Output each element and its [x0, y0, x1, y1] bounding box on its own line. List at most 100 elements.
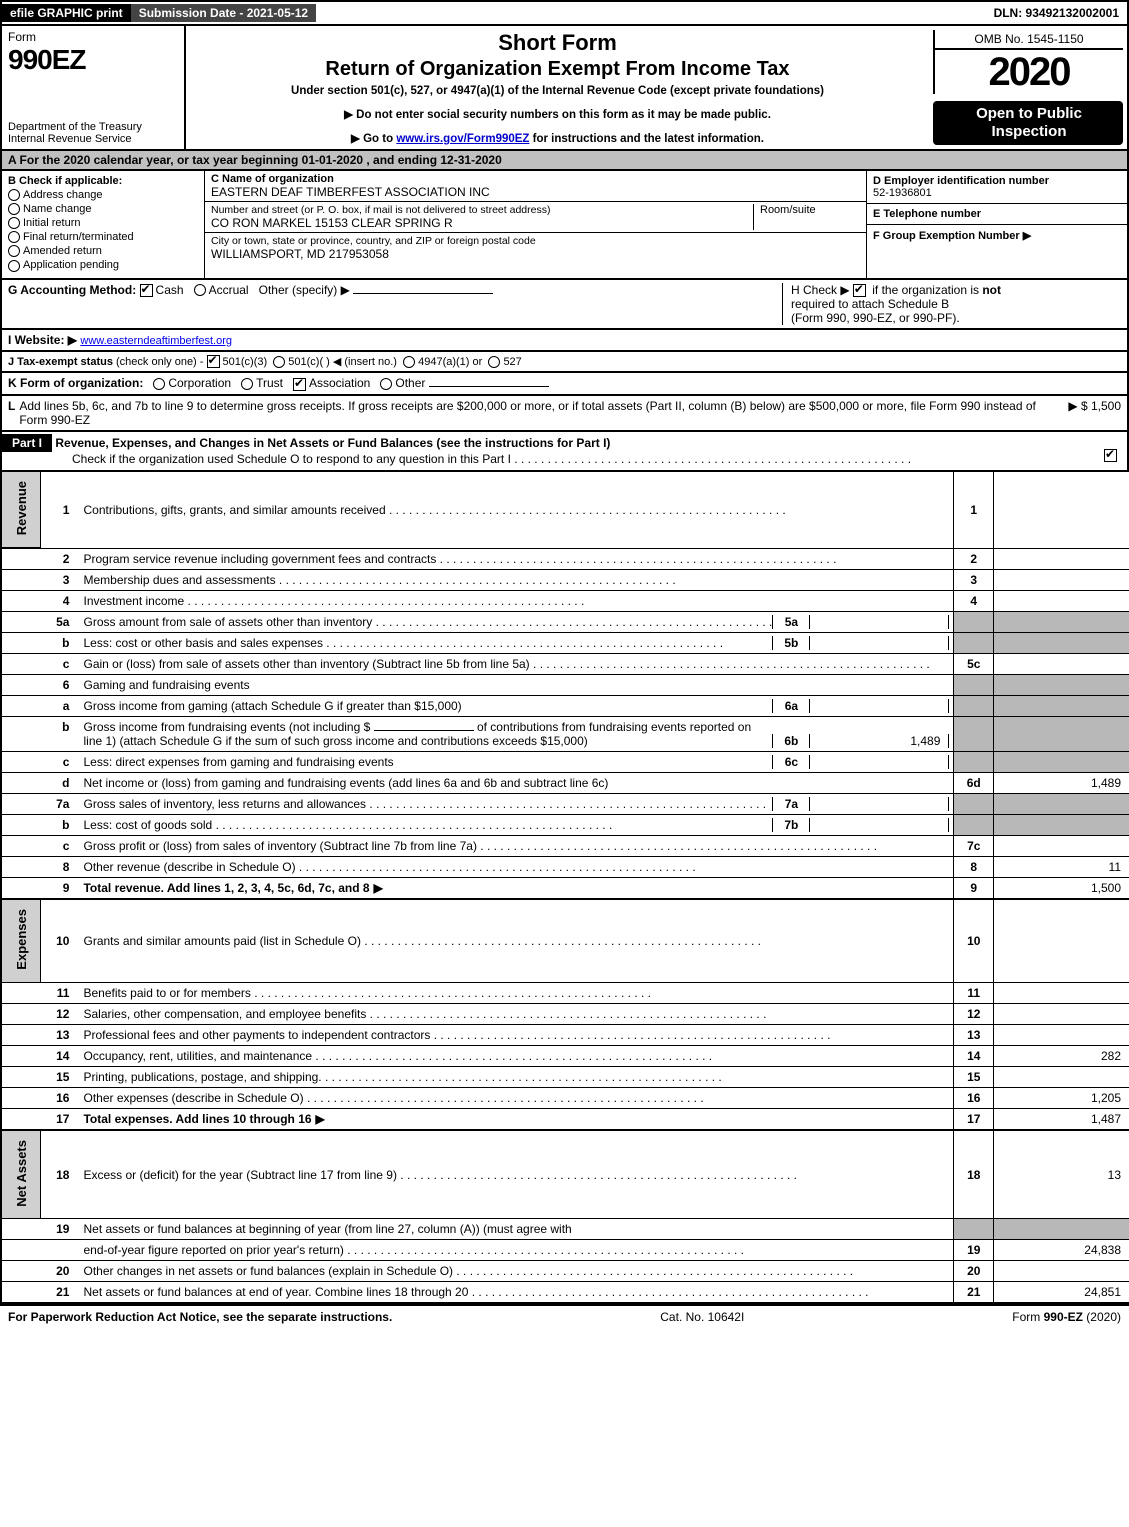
dept-irs: Internal Revenue Service	[8, 133, 178, 145]
d-ein-cell: D Employer identification number 52-1936…	[867, 171, 1127, 204]
row-19b: end-of-year figure reported on prior yea…	[2, 1240, 1129, 1261]
val-21: 24,851	[994, 1282, 1129, 1304]
part1-checknote: Check if the organization used Schedule …	[2, 452, 511, 466]
row-6: 6 Gaming and fundraising events	[2, 675, 1129, 696]
cb-501c3[interactable]	[207, 355, 220, 368]
cb-other[interactable]	[380, 378, 392, 390]
cb-527[interactable]	[488, 356, 500, 368]
row-6c: c Less: direct expenses from gaming and …	[2, 752, 1129, 773]
cb-application-pending[interactable]: Application pending	[8, 259, 198, 271]
org-street: CO RON MARKEL 15153 CLEAR SPRING R	[211, 216, 747, 230]
part1-title: Revenue, Expenses, and Changes in Net As…	[55, 436, 610, 450]
footer-left: For Paperwork Reduction Act Notice, see …	[8, 1310, 392, 1324]
website-link[interactable]: www.easterndeaftimberfest.org	[80, 335, 232, 347]
row-6a: a Gross income from gaming (attach Sched…	[2, 696, 1129, 717]
cb-h[interactable]	[853, 284, 866, 297]
netassets-side-label: Net Assets	[14, 1134, 29, 1213]
row-20: 20 Other changes in net assets or fund b…	[2, 1261, 1129, 1282]
form-label: Form	[8, 30, 178, 44]
f-group-label: F Group Exemption Number ▶	[873, 229, 1121, 242]
row-6b: b Gross income from fundraising events (…	[2, 717, 1129, 752]
form-header: Form 990EZ Department of the Treasury In…	[0, 26, 1129, 151]
row-14: 14 Occupancy, rent, utilities, and maint…	[2, 1046, 1129, 1067]
row-6d: d Net income or (loss) from gaming and f…	[2, 773, 1129, 794]
row-17: 17 Total expenses. Add lines 10 through …	[2, 1109, 1129, 1131]
e-phone-label: E Telephone number	[873, 208, 1121, 220]
efile-label: efile GRAPHIC print	[2, 4, 131, 22]
cb-final-return[interactable]: Final return/terminated	[8, 231, 198, 243]
block-bcdef: B Check if applicable: Address change Na…	[0, 171, 1129, 280]
c-street-label: Number and street (or P. O. box, if mail…	[211, 204, 747, 216]
j-label: J Tax-exempt status	[8, 356, 113, 368]
l-label: L	[8, 399, 15, 427]
h-not: not	[982, 283, 1001, 297]
row-12: 12 Salaries, other compensation, and emp…	[2, 1004, 1129, 1025]
c-street-cell: Number and street (or P. O. box, if mail…	[205, 202, 866, 233]
row-7c: c Gross profit or (loss) from sales of i…	[2, 836, 1129, 857]
row-k-formorg: K Form of organization: Corporation Trus…	[0, 373, 1129, 395]
val-1	[994, 472, 1129, 549]
val-6d: 1,489	[994, 773, 1129, 794]
link-pre: ▶ Go to	[351, 133, 396, 145]
row-1: Revenue 1 Contributions, gifts, grants, …	[2, 472, 1129, 549]
h-schedule-b: H Check ▶ if the organization is not req…	[782, 283, 1121, 325]
cb-corp[interactable]	[153, 378, 165, 390]
d-ein-label: D Employer identification number	[873, 175, 1121, 187]
ein-value: 52-1936801	[873, 187, 1121, 199]
row-19a: 19 Net assets or fund balances at beginn…	[2, 1219, 1129, 1240]
part1-header-row: Part I Revenue, Expenses, and Changes in…	[0, 432, 1129, 472]
i-label: I Website: ▶	[8, 333, 77, 347]
cb-name-change[interactable]: Name change	[8, 203, 198, 215]
omb-number: OMB No. 1545-1150	[933, 30, 1123, 50]
header-right: OMB No. 1545-1150 2020 Open to Public In…	[929, 26, 1127, 149]
col-c: C Name of organization EASTERN DEAF TIMB…	[205, 171, 866, 278]
val-8: 11	[994, 857, 1129, 878]
footer-center: Cat. No. 10642I	[392, 1310, 1012, 1324]
part1-label: Part I	[2, 434, 52, 452]
e-phone-cell: E Telephone number	[867, 204, 1127, 225]
cb-accrual[interactable]	[194, 284, 206, 296]
row-j-taxexempt: J Tax-exempt status (check only one) - 5…	[0, 352, 1129, 374]
arrow-icon: ▶	[316, 1112, 325, 1126]
row-3: 3 Membership dues and assessments 3	[2, 570, 1129, 591]
ssn-note: ▶ Do not enter social security numbers o…	[194, 107, 921, 121]
c-city-cell: City or town, state or province, country…	[205, 233, 866, 263]
val-14: 282	[994, 1046, 1129, 1067]
row-13: 13 Professional fees and other payments …	[2, 1025, 1129, 1046]
cb-amended-return[interactable]: Amended return	[8, 245, 198, 257]
footer-right: Form 990-EZ (2020)	[1012, 1310, 1121, 1324]
row-7b: b Less: cost of goods sold 7b	[2, 815, 1129, 836]
cb-501c[interactable]	[273, 356, 285, 368]
row-i-website: I Website: ▶ www.easterndeaftimberfest.o…	[0, 330, 1129, 352]
row-10: Expenses 10 Grants and similar amounts p…	[2, 900, 1129, 983]
cb-address-change[interactable]: Address change	[8, 189, 198, 201]
row-11: 11 Benefits paid to or for members 11	[2, 983, 1129, 1004]
expenses-side-label: Expenses	[14, 903, 29, 976]
val-9: 1,500	[994, 878, 1129, 900]
row-8: 8 Other revenue (describe in Schedule O)…	[2, 857, 1129, 878]
c-city-label: City or town, state or province, country…	[211, 235, 860, 247]
cb-assoc[interactable]	[293, 378, 306, 391]
row-2: 2 Program service revenue including gove…	[2, 549, 1129, 570]
cb-initial-return[interactable]: Initial return	[8, 217, 198, 229]
row-16: 16 Other expenses (describe in Schedule …	[2, 1088, 1129, 1109]
form-title-1: Short Form	[194, 30, 921, 56]
cb-cash[interactable]	[140, 284, 153, 297]
cb-4947[interactable]	[403, 356, 415, 368]
row-a-taxyear: A For the 2020 calendar year, or tax yea…	[0, 151, 1129, 171]
cb-part1-schedO[interactable]	[1104, 449, 1117, 462]
row-5b: b Less: cost or other basis and sales ex…	[2, 633, 1129, 654]
arrow-icon: ▶	[374, 881, 383, 895]
val-16: 1,205	[994, 1088, 1129, 1109]
submission-date: Submission Date - 2021-05-12	[131, 4, 316, 22]
form-number: 990EZ	[8, 44, 178, 76]
part1-grid: Revenue 1 Contributions, gifts, grants, …	[0, 472, 1129, 1305]
h-text1: H Check ▶	[791, 283, 853, 297]
instructions-line: ▶ Go to www.irs.gov/Form990EZ for instru…	[194, 131, 921, 145]
room-suite-label: Room/suite	[754, 204, 860, 230]
val-18: 13	[994, 1131, 1129, 1220]
cb-trust[interactable]	[241, 378, 253, 390]
header-center: Short Form Return of Organization Exempt…	[186, 26, 929, 149]
irs-link[interactable]: www.irs.gov/Form990EZ	[396, 133, 529, 145]
col-def: D Employer identification number 52-1936…	[866, 171, 1127, 278]
